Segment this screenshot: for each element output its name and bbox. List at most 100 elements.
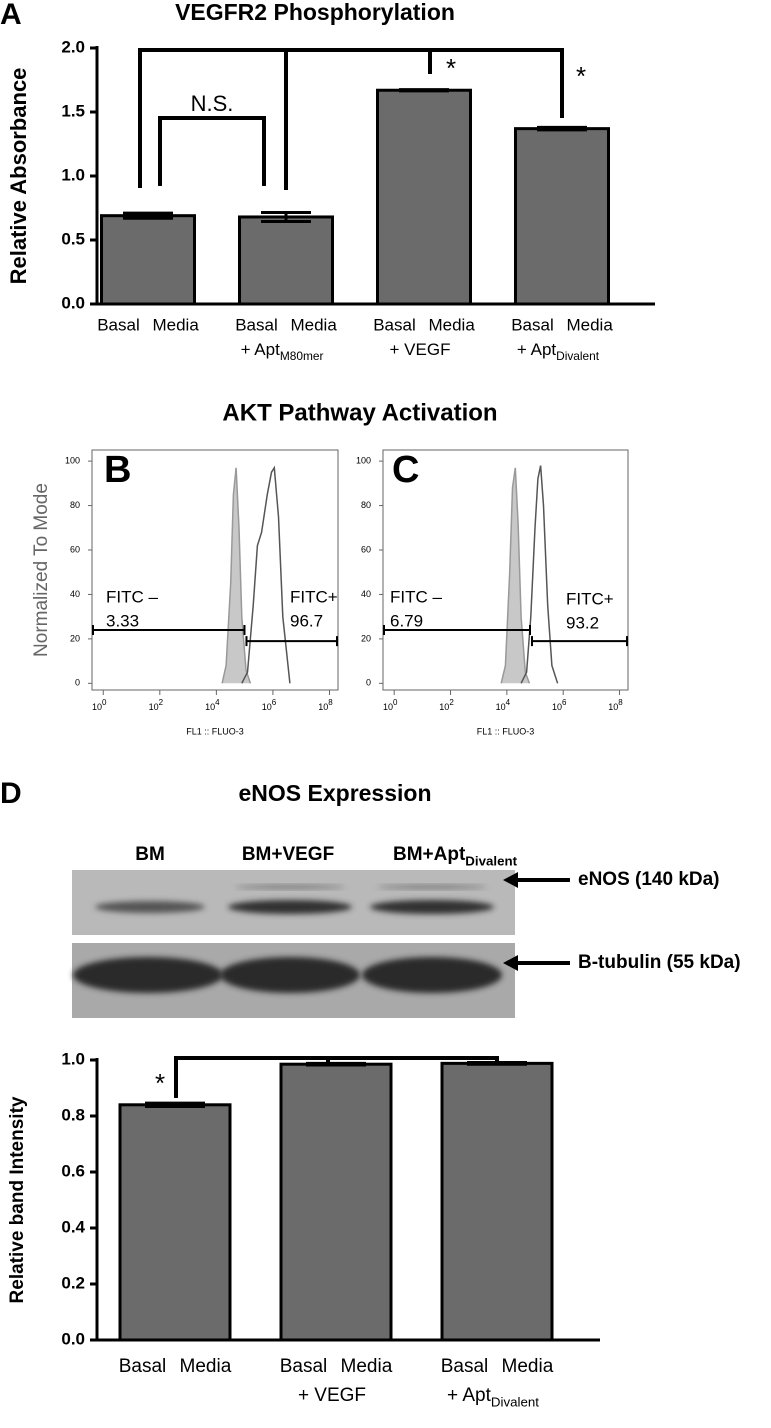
western-blot (72, 870, 570, 1018)
x-tick-label-exponent: 4 (215, 698, 220, 707)
x-tick-label-line2: + AptDivalent (517, 340, 600, 363)
y-tick-label: 0.6 (61, 1161, 85, 1180)
x-tick-label-base: 10 (552, 702, 562, 712)
blot-band (370, 900, 494, 914)
panel-letter: A (0, 0, 22, 31)
x-tick-label-line2-main: + Apt (241, 340, 281, 359)
gate-name: FITC – (390, 587, 442, 606)
annotation: * (155, 1068, 165, 1098)
x-tick-label: Basal Media (97, 315, 199, 334)
plot-frame (382, 449, 629, 691)
band-label: eNOS (140 kDa) (578, 869, 720, 890)
y-tick-label: 0 (75, 678, 80, 688)
error-bar (145, 1101, 205, 1108)
panel-letter: B (104, 449, 131, 491)
bar (514, 127, 610, 306)
lane-label-subscript: Divalent (465, 853, 517, 868)
y-tick-label: 1.0 (61, 165, 85, 184)
bar (440, 1061, 554, 1342)
lane-label-main: BM+Apt (393, 844, 466, 865)
error-bar (537, 125, 587, 132)
y-tick-label: 100 (356, 455, 371, 465)
x-tick-label: Basal Media (373, 315, 475, 334)
x-tick-label: 108 (608, 698, 623, 712)
annotation: * (446, 53, 456, 83)
gate-name: FITC+ (566, 589, 614, 608)
x-axis-label: FL1 :: FLUO-3 (186, 726, 244, 736)
chart-title: VEGFR2 Phosphorylation (175, 0, 455, 25)
x-tick-label-base: 10 (149, 702, 159, 712)
gate-value: 93.2 (566, 613, 599, 632)
chart-title: AKT Pathway Activation (222, 399, 497, 426)
x-tick-label-exponent: 8 (328, 698, 333, 707)
bar (118, 1103, 232, 1342)
annotation: * (576, 61, 586, 91)
y-axis-label: Normalized To Mode (31, 483, 52, 657)
bar (376, 88, 472, 306)
x-tick-label: 106 (262, 698, 277, 712)
error-bar (399, 88, 449, 93)
y-tick-label: 2.0 (61, 37, 85, 56)
x-tick-label-exponent: 6 (272, 698, 277, 707)
x-tick-label-exponent: 4 (506, 698, 511, 707)
significance-brackets (138, 48, 564, 1098)
x-tick-label-exponent: 2 (449, 698, 454, 707)
plot-frame (91, 449, 339, 691)
gate-value: 96.7 (290, 611, 323, 630)
y-tick-label: 0.4 (61, 1217, 85, 1236)
x-tick-label: 100 (383, 698, 398, 712)
arrow-head (503, 872, 518, 888)
x-tick-label-exponent: 8 (618, 698, 623, 707)
x-tick-label: 108 (318, 698, 333, 712)
x-tick-label-base: 10 (439, 702, 449, 712)
lane-label: BM (135, 844, 165, 865)
y-tick-label: 40 (361, 589, 371, 599)
lane-label-main: BM+VEGF (242, 844, 334, 865)
x-tick-label-line2-main: + Apt (447, 1385, 492, 1406)
x-tick-label: Basal Media (119, 1356, 232, 1377)
x-tick-label-line2: + AptM80mer (241, 340, 324, 363)
x-tick-label-line2-main: + Apt (517, 340, 557, 359)
x-tick-label: 102 (149, 698, 164, 712)
x-tick-label-line2: + VEGF (390, 340, 451, 359)
error-bar (306, 1061, 366, 1067)
x-tick-label-line2-main: + VEGF (390, 340, 451, 359)
x-tick-label-base: 10 (608, 702, 618, 712)
y-tick-label: 40 (70, 589, 80, 599)
y-tick-label: 80 (361, 500, 371, 510)
x-tick-label-exponent: 0 (102, 698, 107, 707)
control-histogram (221, 467, 252, 684)
y-tick-label: 0.2 (61, 1273, 85, 1292)
x-tick-label-exponent: 0 (393, 698, 398, 707)
annotation: N.S. (191, 91, 234, 116)
y-tick-label: 1.0 (61, 1049, 85, 1068)
blot-band (228, 900, 352, 914)
x-tick-label-base: 10 (92, 702, 102, 712)
y-tick-label: 0.5 (61, 229, 85, 248)
y-tick-label: 0.0 (61, 293, 85, 312)
chart-title: eNOS Expression (238, 780, 431, 806)
sample-histogram (520, 465, 559, 684)
arrow-head (503, 955, 518, 971)
x-tick-label-line2: + AptDivalent (447, 1385, 539, 1409)
gate-value: 6.79 (390, 611, 423, 630)
error-bar (261, 210, 311, 223)
y-tick-label: 20 (361, 633, 371, 643)
x-tick-label-exponent: 6 (562, 698, 567, 707)
y-tick-label: 100 (65, 455, 80, 465)
x-tick-label-base: 10 (318, 702, 328, 712)
blot-band (362, 957, 502, 993)
lane-label: BM+AptDivalent (393, 844, 518, 868)
x-tick-label: 104 (496, 698, 511, 712)
y-tick-label: 60 (361, 544, 371, 554)
x-tick-label-base: 10 (496, 702, 506, 712)
blot-band (377, 885, 487, 889)
x-tick-label-line2-subscript: M80mer (280, 349, 324, 363)
bar (100, 214, 196, 306)
bar (279, 1062, 393, 1342)
panel-letter: D (0, 777, 22, 810)
blot-band (220, 957, 360, 993)
y-tick-label: 80 (70, 500, 80, 510)
x-tick-label: 100 (92, 698, 107, 712)
